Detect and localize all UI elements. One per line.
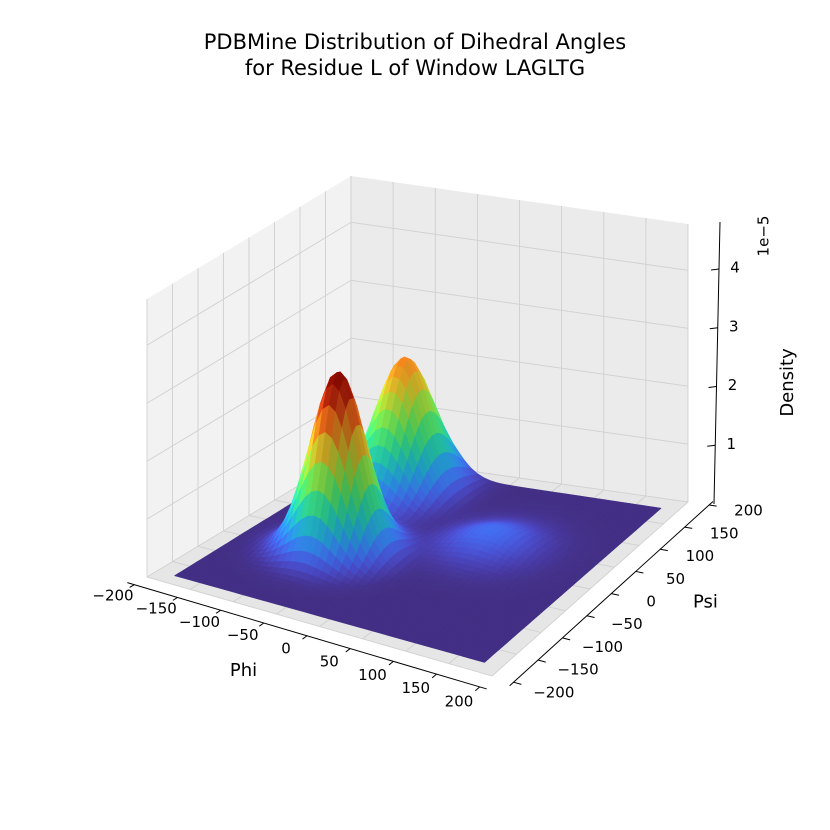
x-tick (431, 673, 437, 679)
y-tick (537, 659, 546, 663)
y-tick-label: 100 (686, 547, 715, 565)
x-tick-label: 50 (320, 653, 339, 671)
x-tick-label: −100 (179, 613, 220, 631)
y-tick-label: 50 (666, 570, 685, 588)
axis-lines (127, 221, 721, 692)
x-tick (215, 609, 221, 614)
y-tick (586, 615, 595, 619)
y-tick-label: −100 (582, 638, 623, 656)
y-tick (635, 570, 644, 574)
x-tick (172, 597, 178, 601)
x-tick-label: 100 (358, 666, 387, 684)
z-tick-label: 1 (727, 435, 737, 453)
y-tick-label: −150 (557, 661, 598, 679)
surface-patch (477, 657, 489, 663)
x-tick (302, 635, 308, 640)
z-tick-label: 3 (729, 317, 739, 335)
x-tick (345, 648, 351, 653)
y-tick (513, 681, 522, 685)
x-tick-label: −200 (92, 586, 133, 604)
y-tick (660, 548, 668, 552)
z-axis-label: Density (777, 348, 798, 417)
z-tick (710, 268, 720, 271)
z-scale-label: 1e−5 (755, 216, 773, 257)
grid-line-z (146, 279, 689, 404)
y-tick-label: −50 (611, 615, 643, 633)
chart-title-line2: for Residue L of Window LAGLTG (244, 56, 586, 80)
y-axis-label: Psi (693, 592, 718, 613)
z-tick (707, 444, 716, 447)
x-tick-label: 150 (401, 679, 430, 697)
grid-line-z (146, 221, 689, 346)
y-tick (708, 504, 717, 507)
y-tick (562, 637, 571, 641)
grid-line-z (146, 337, 689, 462)
x-tick (259, 622, 265, 627)
z-axis-line (713, 221, 721, 505)
x-tick-label: 0 (281, 639, 291, 657)
x-axis-label: Phi (230, 660, 257, 681)
grid-line-y (146, 299, 493, 677)
x-tick-label: 200 (445, 692, 474, 710)
z-tick-label: 4 (730, 259, 740, 277)
y-tick-label: 200 (734, 502, 763, 520)
z-tick-label: 2 (728, 376, 738, 394)
y-tick (684, 526, 693, 529)
x-tick-label: −50 (227, 626, 259, 644)
x-tick (388, 660, 394, 666)
y-tick-label: −200 (533, 683, 574, 701)
axis-labels: −200−150−100−50050100150200Phi−200−150−1… (92, 216, 798, 711)
y-tick-label: 150 (710, 524, 739, 542)
x-tick (475, 686, 481, 692)
y-tick-label: 0 (646, 593, 656, 611)
chart-title-line1: PDBMine Distribution of Dihedral Angles (203, 30, 627, 54)
density-surface (173, 356, 662, 663)
z-tick (708, 386, 717, 388)
z-tick (709, 327, 718, 330)
y-tick (611, 593, 620, 596)
x-tick-label: −150 (136, 600, 177, 618)
x-tick (129, 584, 135, 588)
